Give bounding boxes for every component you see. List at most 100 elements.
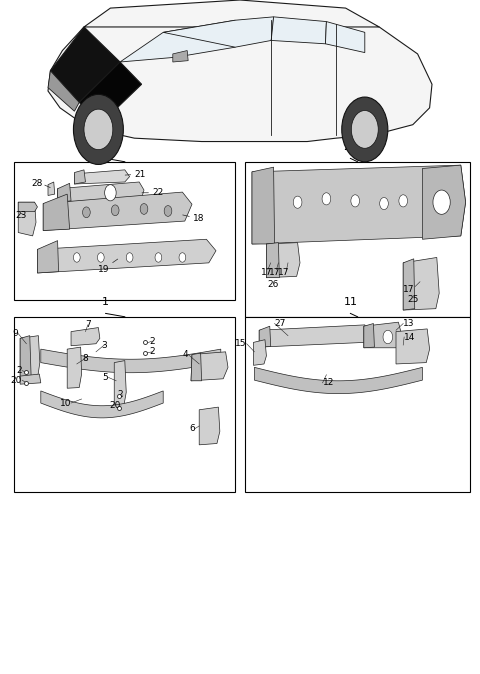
Text: 2: 2 xyxy=(150,336,156,346)
Text: 5: 5 xyxy=(103,373,108,382)
Text: 8: 8 xyxy=(83,354,88,363)
Polygon shape xyxy=(41,349,221,373)
Polygon shape xyxy=(18,202,36,236)
Text: 17: 17 xyxy=(261,268,272,277)
Text: 28: 28 xyxy=(31,179,43,188)
Circle shape xyxy=(433,190,450,214)
Circle shape xyxy=(164,206,172,216)
Polygon shape xyxy=(259,326,271,347)
Text: 6: 6 xyxy=(189,424,195,433)
Bar xyxy=(245,162,470,317)
Text: 15: 15 xyxy=(235,339,247,348)
Polygon shape xyxy=(254,367,422,394)
Polygon shape xyxy=(71,328,100,346)
Polygon shape xyxy=(252,167,275,244)
Polygon shape xyxy=(120,20,235,62)
Text: 17: 17 xyxy=(278,268,289,277)
Polygon shape xyxy=(74,170,130,184)
Text: 17: 17 xyxy=(403,285,415,295)
Polygon shape xyxy=(253,340,266,365)
Circle shape xyxy=(351,195,360,207)
Text: 4: 4 xyxy=(182,350,188,359)
Polygon shape xyxy=(266,243,300,278)
Polygon shape xyxy=(271,17,326,44)
Circle shape xyxy=(155,253,162,262)
Circle shape xyxy=(293,196,302,208)
Text: 11: 11 xyxy=(343,297,358,307)
Circle shape xyxy=(383,330,393,344)
Text: 10: 10 xyxy=(60,398,71,408)
Polygon shape xyxy=(20,374,41,384)
Text: 2: 2 xyxy=(117,390,123,400)
Text: 20: 20 xyxy=(109,401,121,410)
Polygon shape xyxy=(20,336,31,379)
Polygon shape xyxy=(58,183,71,202)
Polygon shape xyxy=(41,391,163,418)
Circle shape xyxy=(380,197,388,210)
Text: 14: 14 xyxy=(404,332,416,342)
Polygon shape xyxy=(114,361,126,407)
Text: 12: 12 xyxy=(323,378,334,388)
Polygon shape xyxy=(43,192,192,231)
Polygon shape xyxy=(43,194,70,231)
Polygon shape xyxy=(20,336,40,379)
Polygon shape xyxy=(84,0,379,27)
Text: 16: 16 xyxy=(98,142,113,152)
Bar xyxy=(14,162,235,300)
Bar xyxy=(14,317,235,492)
Polygon shape xyxy=(266,243,279,278)
Polygon shape xyxy=(364,324,374,348)
Polygon shape xyxy=(37,241,59,273)
Circle shape xyxy=(126,253,133,262)
Bar xyxy=(245,317,470,492)
Circle shape xyxy=(399,195,408,207)
Polygon shape xyxy=(74,170,85,184)
Polygon shape xyxy=(79,62,142,121)
Text: 18: 18 xyxy=(193,214,204,223)
Text: 7: 7 xyxy=(85,320,91,330)
Circle shape xyxy=(322,193,331,205)
Text: 23: 23 xyxy=(16,211,27,220)
Text: 17: 17 xyxy=(269,268,281,277)
Polygon shape xyxy=(48,3,432,142)
Polygon shape xyxy=(403,257,439,310)
Text: 21: 21 xyxy=(134,170,146,179)
Polygon shape xyxy=(396,329,430,364)
Circle shape xyxy=(83,207,90,218)
Text: 24: 24 xyxy=(343,142,358,152)
Text: 26: 26 xyxy=(268,280,279,289)
Polygon shape xyxy=(191,353,202,381)
Circle shape xyxy=(84,109,113,150)
Polygon shape xyxy=(18,202,37,212)
Text: 9: 9 xyxy=(12,329,18,338)
Polygon shape xyxy=(163,17,274,47)
Text: 20: 20 xyxy=(11,375,22,385)
Polygon shape xyxy=(37,239,216,273)
Text: 2: 2 xyxy=(16,366,22,375)
Polygon shape xyxy=(173,51,188,62)
Polygon shape xyxy=(50,27,120,102)
Circle shape xyxy=(73,253,80,262)
Circle shape xyxy=(111,205,119,216)
Polygon shape xyxy=(58,182,144,202)
Circle shape xyxy=(97,253,104,262)
Text: 13: 13 xyxy=(403,319,415,328)
Polygon shape xyxy=(191,352,228,381)
Text: 1: 1 xyxy=(102,297,109,307)
Polygon shape xyxy=(48,71,79,111)
Polygon shape xyxy=(259,325,369,347)
Polygon shape xyxy=(252,165,466,244)
Circle shape xyxy=(351,111,378,148)
Text: 19: 19 xyxy=(98,265,110,274)
Polygon shape xyxy=(422,165,466,239)
Text: 2: 2 xyxy=(150,347,156,357)
Circle shape xyxy=(342,97,388,162)
Polygon shape xyxy=(199,407,220,445)
Circle shape xyxy=(73,94,123,164)
Polygon shape xyxy=(364,322,402,348)
Circle shape xyxy=(140,204,148,214)
Circle shape xyxy=(105,185,116,201)
Polygon shape xyxy=(403,259,415,310)
Text: 25: 25 xyxy=(407,295,419,305)
Text: 22: 22 xyxy=(152,188,163,197)
